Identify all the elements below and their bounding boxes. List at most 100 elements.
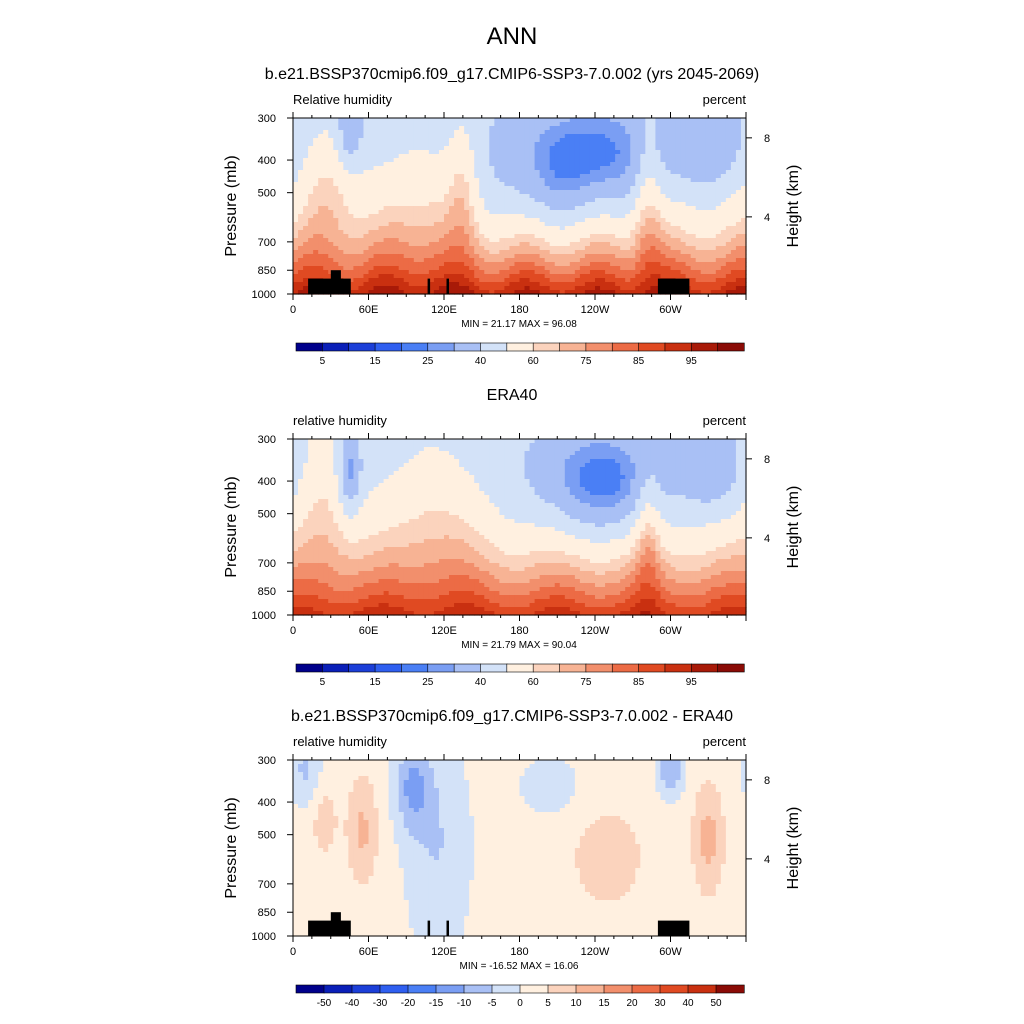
heatmap-cell [660, 258, 667, 263]
heatmap-cell [393, 242, 400, 247]
heatmap-cell [569, 286, 576, 291]
heatmap-cell [725, 142, 732, 147]
heatmap-cell [353, 118, 360, 123]
heatmap-cell [303, 459, 309, 464]
heatmap-cell [323, 126, 329, 131]
heatmap-cell [353, 479, 360, 484]
heatmap-cell [423, 455, 430, 460]
heatmap-cell [428, 254, 435, 259]
heatmap-cell [388, 282, 395, 287]
heatmap-cell [665, 206, 672, 211]
heatmap-cell [584, 214, 591, 219]
heatmap-cell [705, 194, 712, 199]
heatmap-cell [655, 258, 662, 263]
heatmap-cell [715, 126, 722, 131]
heatmap-cell [715, 282, 722, 287]
heatmap-cell [308, 258, 314, 263]
heatmap-cell [358, 190, 365, 195]
heatmap-cell [529, 134, 536, 139]
heatmap-cell [348, 118, 354, 123]
heatmap-cell [484, 467, 490, 472]
heatmap-cell [665, 198, 672, 203]
heatmap-cell [308, 190, 314, 195]
heatmap-cell [620, 134, 626, 139]
heatmap-cell [393, 146, 400, 151]
heatmap-cell [383, 226, 390, 231]
heatmap-cell [725, 282, 732, 287]
heatmap-cell [665, 463, 672, 468]
heatmap-cell [705, 463, 712, 468]
heatmap-cell [398, 182, 405, 187]
heatmap-cell [373, 266, 380, 271]
heatmap-cell [695, 282, 702, 287]
heatmap-cell [363, 158, 370, 163]
heatmap-cell [539, 250, 546, 255]
heatmap-cell [469, 242, 475, 247]
heatmap-cell [333, 246, 339, 251]
heatmap-cell [534, 170, 541, 175]
heatmap-cell [640, 270, 646, 275]
heatmap-cell [388, 262, 395, 267]
heatmap-cell [690, 226, 697, 231]
heatmap-cell [645, 134, 651, 139]
heatmap-cell [725, 439, 732, 444]
heatmap-cell [670, 206, 677, 211]
heatmap-cell [640, 186, 646, 191]
heatmap-cell [730, 146, 737, 151]
heatmap-cell [459, 186, 465, 191]
heatmap-cell [464, 206, 470, 211]
heatmap-cell [368, 142, 375, 147]
heatmap-cell [635, 242, 641, 247]
heatmap-cell [444, 467, 450, 472]
heatmap-cell [549, 443, 556, 448]
heatmap-cell [524, 455, 531, 460]
heatmap-cell [735, 278, 742, 283]
heatmap-cell [680, 150, 687, 155]
heatmap-cell [373, 118, 380, 123]
heatmap-cell [408, 154, 415, 159]
heatmap-cell [489, 286, 495, 291]
heatmap-cell [408, 282, 415, 287]
heatmap-cell [328, 170, 334, 175]
heatmap-cell [509, 190, 516, 195]
heatmap-cell [670, 202, 677, 207]
heatmap-cell [554, 262, 561, 267]
heatmap-cell [413, 186, 420, 191]
heatmap-cell [323, 230, 329, 235]
heatmap-cell [408, 258, 415, 263]
heatmap-cell [660, 447, 667, 452]
heatmap-cell [529, 126, 536, 131]
heatmap-cell [700, 242, 707, 247]
heatmap-cell [433, 222, 440, 227]
heatmap-cell [725, 122, 732, 127]
heatmap-cell [534, 467, 541, 472]
heatmap-cell [695, 439, 702, 444]
heatmap-cell [408, 190, 415, 195]
heatmap-cell [539, 439, 546, 444]
heatmap-cell [650, 218, 656, 223]
heatmap-cell [670, 475, 677, 480]
heatmap-cell [469, 214, 475, 219]
heatmap-cell [403, 282, 410, 287]
heatmap-cell [519, 246, 526, 251]
heatmap-cell [378, 138, 385, 143]
heatmap-cell [584, 250, 591, 255]
heatmap-cell [675, 274, 682, 279]
heatmap-cell [579, 451, 586, 456]
heatmap-cell [720, 254, 727, 259]
heatmap-cell [610, 451, 616, 456]
heatmap-cell [720, 471, 727, 476]
heatmap-cell [373, 451, 380, 456]
heatmap-cell [474, 282, 480, 287]
heatmap-cell [605, 290, 611, 295]
heatmap-cell [660, 467, 667, 472]
heatmap-cell [524, 290, 531, 295]
heatmap-cell [665, 134, 672, 139]
heatmap-cell [303, 118, 309, 123]
heatmap-cell [293, 194, 299, 199]
heatmap-cell [589, 138, 596, 143]
heatmap-cell [685, 138, 692, 143]
heatmap-cell [534, 266, 541, 271]
heatmap-cell [630, 118, 636, 123]
heatmap-cell [640, 262, 646, 267]
